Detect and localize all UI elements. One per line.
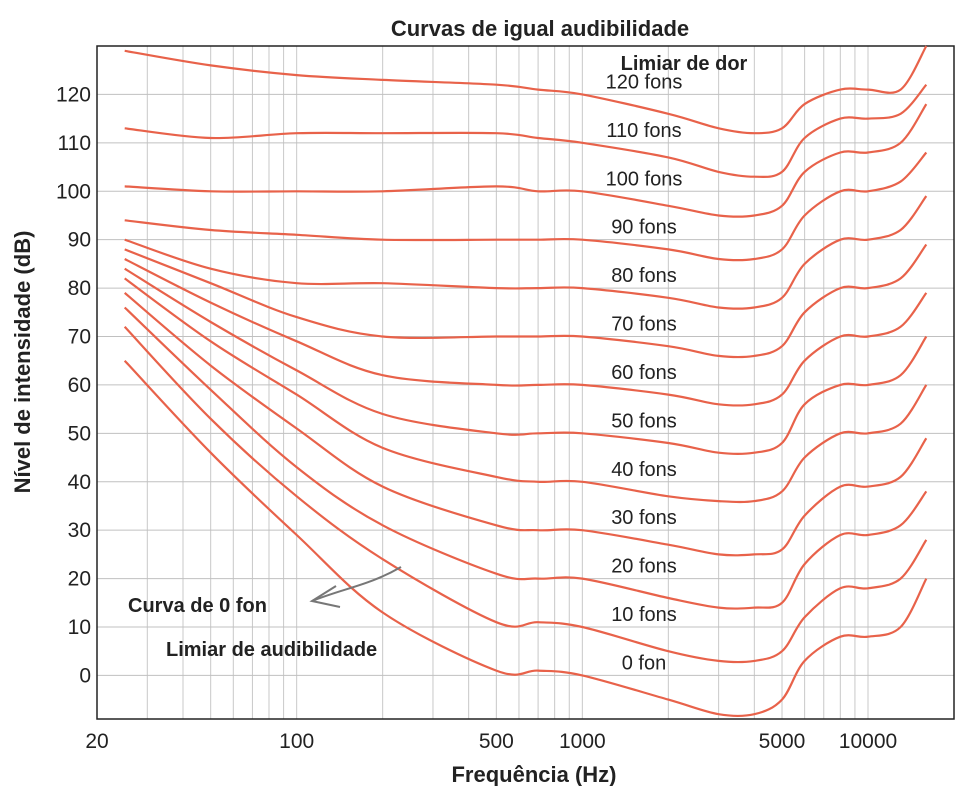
x-tick-label: 10000 <box>839 730 897 753</box>
x-tick-label: 100 <box>279 730 314 753</box>
pain-threshold-label: Limiar de dor <box>621 53 748 75</box>
y-tick-label: 20 <box>68 568 91 591</box>
curve-label: 90 fons <box>611 217 677 239</box>
y-tick-label: 40 <box>68 471 91 494</box>
annotation-arrow <box>311 566 402 602</box>
curve-label: 110 fons <box>606 120 681 142</box>
y-tick-label: 90 <box>68 229 91 252</box>
y-tick-label: 50 <box>68 422 91 445</box>
annotation-arrowhead <box>309 585 341 608</box>
x-tick-label: 5000 <box>759 730 806 753</box>
y-tick-label: 80 <box>68 277 91 300</box>
series-line-120-fons <box>124 45 928 135</box>
y-axis-ticks: 0 10 20 30 40 50 60 70 80 90 100 110 120 <box>56 83 91 687</box>
y-tick-label: 60 <box>68 374 91 397</box>
chart-title: Curvas de igual audibilidade <box>391 16 689 41</box>
series-line-80-fons <box>124 195 928 310</box>
x-axis-ticks: 20 100 500 1000 5000 10000 <box>85 730 897 753</box>
y-tick-label: 110 <box>58 132 91 155</box>
series-line-100-fons <box>124 103 928 218</box>
series-line-90-fons <box>124 151 928 262</box>
curve-label: 50 fons <box>611 410 677 432</box>
x-tick-label: 20 <box>85 730 108 753</box>
minor-grid <box>146 46 869 719</box>
series-line-60-fons <box>124 258 928 407</box>
curve-labels: 0 fon 10 fons 20 fons 30 fons 40 fons 50 fons… <box>606 71 683 674</box>
hearing-threshold-label: Limiar de audibilidade <box>166 639 377 661</box>
y-tick-label: 10 <box>68 616 91 639</box>
curve-label: 70 fons <box>611 314 677 336</box>
x-axis-label: Frequência (Hz) <box>451 762 616 786</box>
series-line-70-fons <box>124 243 928 359</box>
y-tick-label: 100 <box>56 180 91 203</box>
series-line-30-fons <box>123 292 928 557</box>
series-line-0-fon <box>123 359 928 718</box>
series-line-10-fons <box>123 326 928 664</box>
y-tick-label: 70 <box>68 326 91 349</box>
curve-label: 0 fon <box>622 652 666 674</box>
y-axis-label: Nível de intensidade (dB) <box>10 231 35 494</box>
y-tick-label: 30 <box>68 519 91 542</box>
series-line-20-fons <box>123 306 928 610</box>
curve-label: 60 fons <box>611 362 677 384</box>
x-tick-label: 500 <box>479 730 514 753</box>
x-tick-label: 1000 <box>559 730 606 753</box>
curve-label: 100 fons <box>606 168 683 190</box>
curve-label: 120 fons <box>606 71 683 93</box>
series-group <box>123 45 928 718</box>
series-line-50-fons <box>124 267 928 455</box>
series-line-110-fons <box>124 83 928 178</box>
curve-label: 20 fons <box>611 556 677 578</box>
curve-label: 10 fons <box>611 604 677 626</box>
y-tick-label: 0 <box>79 664 91 687</box>
curve-label: 40 fons <box>611 459 677 481</box>
curve-label: 30 fons <box>611 507 677 529</box>
y-tick-label: 120 <box>56 83 91 106</box>
plot-frame <box>96 45 955 720</box>
series-line-40-fons <box>124 277 928 504</box>
curve-label: 80 fons <box>611 265 677 287</box>
zero-curve-annotation: Curva de 0 fon <box>128 595 267 617</box>
